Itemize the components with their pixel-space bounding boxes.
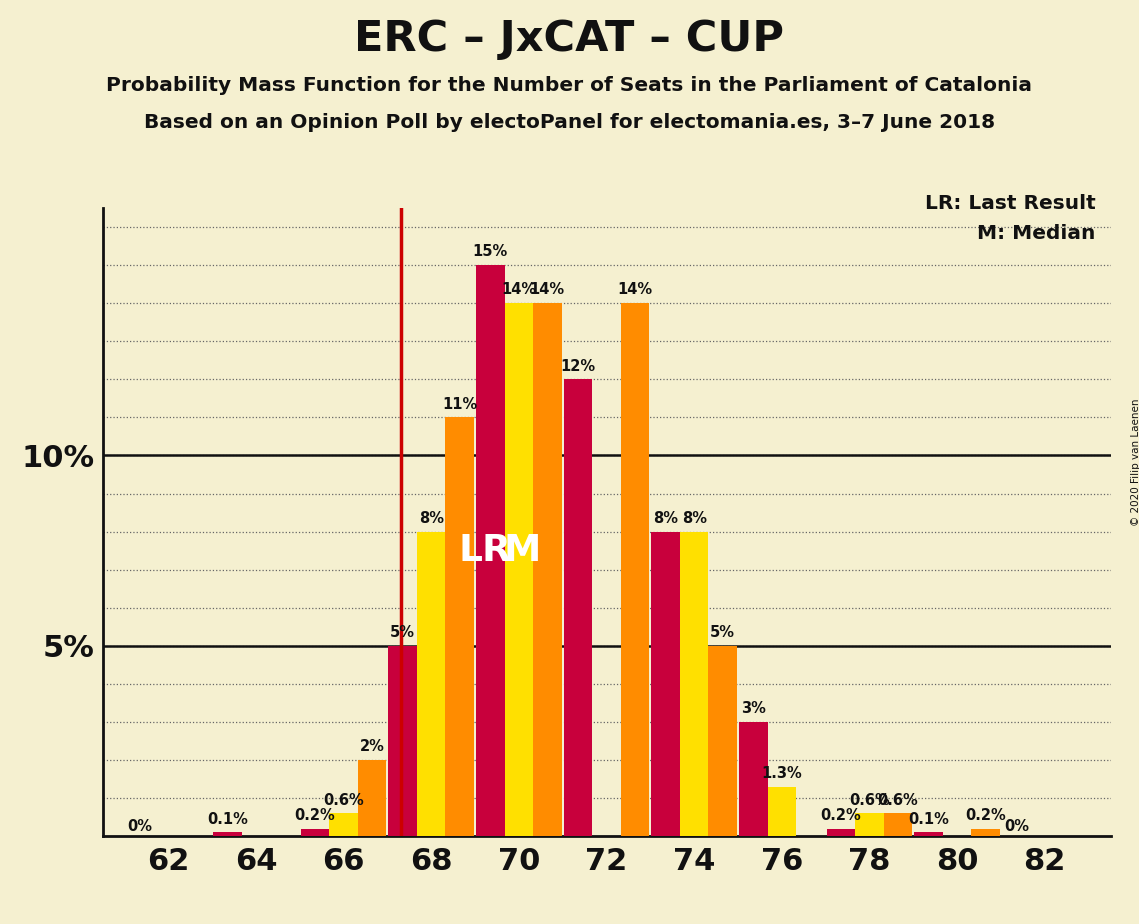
Text: 0.2%: 0.2%: [295, 808, 336, 823]
Bar: [358, 760, 386, 836]
Bar: [505, 303, 533, 836]
Text: © 2020 Filip van Laenen: © 2020 Filip van Laenen: [1131, 398, 1139, 526]
Bar: [708, 646, 737, 836]
Text: M: M: [503, 532, 541, 568]
Text: 0%: 0%: [128, 820, 153, 834]
Text: 0.2%: 0.2%: [820, 808, 861, 823]
Text: 0.1%: 0.1%: [207, 811, 248, 827]
Text: Probability Mass Function for the Number of Seats in the Parliament of Catalonia: Probability Mass Function for the Number…: [107, 76, 1032, 95]
Text: 0%: 0%: [1003, 820, 1029, 834]
Text: 14%: 14%: [617, 283, 653, 298]
Bar: [388, 646, 417, 836]
Text: 8%: 8%: [419, 511, 444, 526]
Text: Based on an Opinion Poll by electoPanel for electomania.es, 3–7 June 2018: Based on an Opinion Poll by electoPanel …: [144, 113, 995, 132]
Text: ERC – JxCAT – CUP: ERC – JxCAT – CUP: [354, 18, 785, 60]
Bar: [329, 813, 358, 836]
Bar: [445, 418, 474, 836]
Bar: [533, 303, 562, 836]
Bar: [652, 531, 680, 836]
Text: 5%: 5%: [391, 626, 416, 640]
Bar: [884, 813, 912, 836]
Text: 2%: 2%: [360, 739, 385, 754]
Text: 0.6%: 0.6%: [877, 793, 918, 808]
Bar: [621, 303, 649, 836]
Bar: [768, 786, 796, 836]
Text: 14%: 14%: [530, 283, 565, 298]
Bar: [417, 531, 445, 836]
Bar: [476, 265, 505, 836]
Text: 8%: 8%: [653, 511, 678, 526]
Text: 11%: 11%: [442, 396, 477, 411]
Text: 0.6%: 0.6%: [323, 793, 364, 808]
Text: 0.1%: 0.1%: [908, 811, 949, 827]
Bar: [915, 833, 943, 836]
Bar: [213, 833, 241, 836]
Text: 0.2%: 0.2%: [965, 808, 1006, 823]
Text: 0.6%: 0.6%: [849, 793, 890, 808]
Bar: [827, 829, 855, 836]
Text: 3%: 3%: [740, 701, 765, 716]
Bar: [564, 379, 592, 836]
Bar: [855, 813, 884, 836]
Text: LR: Last Result: LR: Last Result: [925, 194, 1096, 213]
Text: 14%: 14%: [501, 283, 536, 298]
Text: 8%: 8%: [681, 511, 706, 526]
Bar: [301, 829, 329, 836]
Text: 12%: 12%: [560, 359, 596, 373]
Bar: [972, 829, 1000, 836]
Bar: [739, 722, 768, 836]
Text: 5%: 5%: [710, 626, 735, 640]
Text: M: Median: M: Median: [977, 224, 1096, 243]
Text: 15%: 15%: [473, 244, 508, 260]
Text: LR: LR: [458, 532, 511, 568]
Bar: [680, 531, 708, 836]
Text: 1.3%: 1.3%: [762, 766, 802, 781]
